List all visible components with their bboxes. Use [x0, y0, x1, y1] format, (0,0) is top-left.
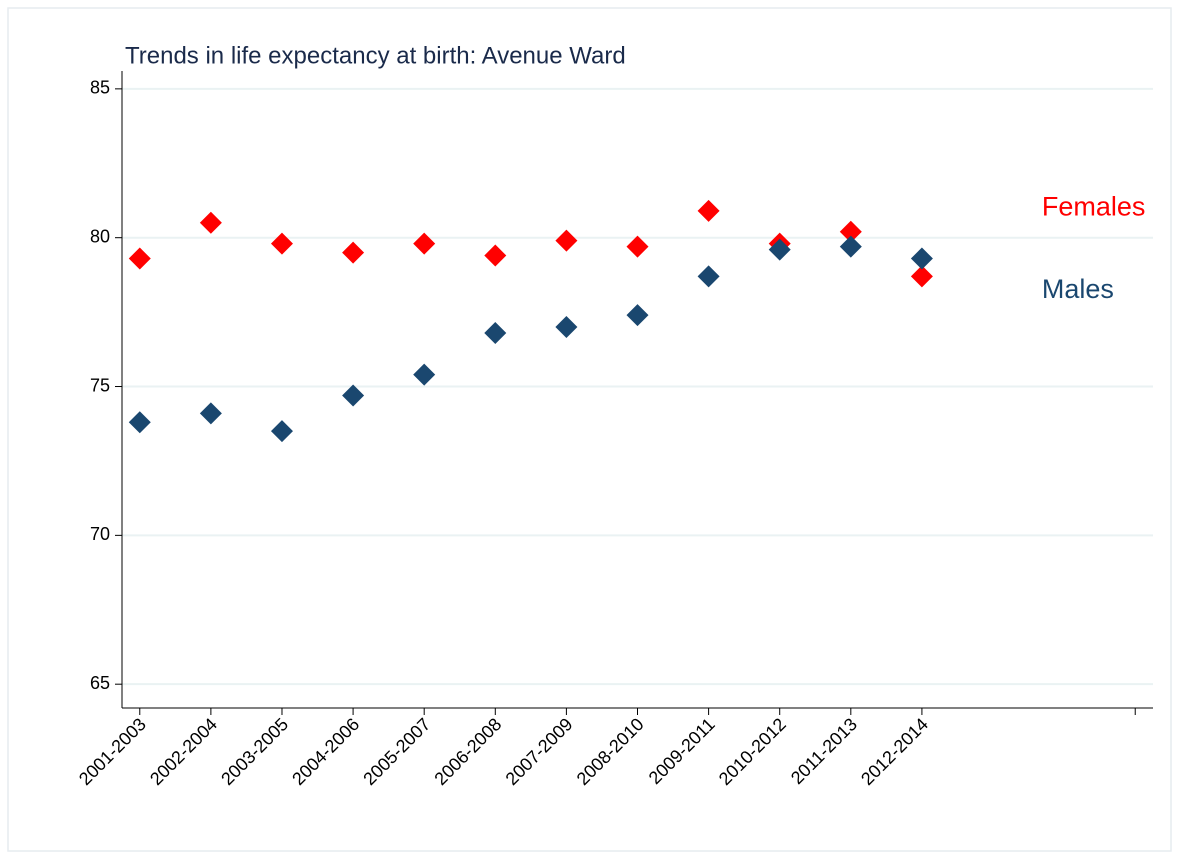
marker	[555, 229, 578, 252]
marker	[697, 199, 720, 222]
frame	[7, 7, 1172, 852]
marker	[413, 232, 436, 255]
marker	[910, 247, 933, 270]
marker	[839, 235, 862, 258]
y-tick-label: 70	[90, 524, 110, 544]
marker	[128, 247, 151, 270]
marker	[413, 363, 436, 386]
marker	[342, 384, 365, 407]
chart-title: Trends in life expectancy at birth: Aven…	[125, 42, 626, 69]
marker	[484, 244, 507, 267]
marker	[768, 238, 791, 261]
y-tick-label: 75	[90, 375, 110, 395]
marker	[270, 420, 293, 443]
marker	[128, 411, 151, 434]
marker	[484, 321, 507, 344]
y-tick-label: 65	[90, 673, 110, 693]
marker	[697, 265, 720, 288]
marker	[270, 232, 293, 255]
marker	[910, 265, 933, 288]
marker	[342, 241, 365, 264]
y-tick-label: 80	[90, 226, 110, 246]
marker	[839, 220, 862, 243]
marker	[626, 304, 649, 327]
series-label: Females	[1042, 192, 1146, 222]
marker	[199, 211, 222, 234]
y-tick-label: 85	[90, 78, 110, 98]
marker	[199, 402, 222, 425]
series-label: Males	[1042, 274, 1114, 304]
marker	[555, 315, 578, 338]
marker	[626, 235, 649, 258]
